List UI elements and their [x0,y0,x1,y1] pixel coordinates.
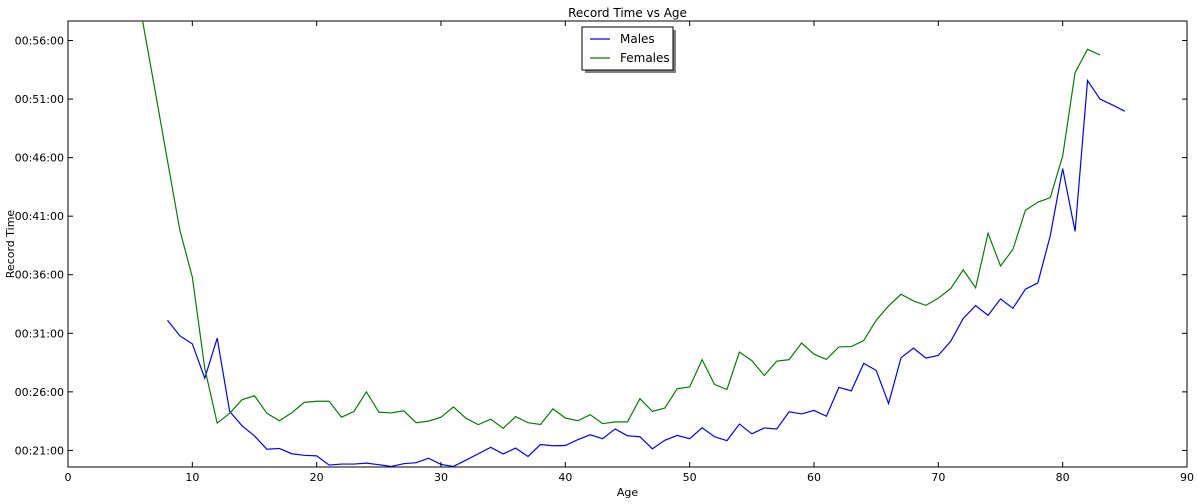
y-tick-label: 00:26:00 [15,386,64,399]
y-tick-label: 00:36:00 [15,269,64,282]
y-axis: 00:21:00 00:26:00 00:31:00 00:36:00 00:41:00… [15,35,1187,457]
x-tick-label: 70 [931,471,945,484]
x-tick-label: 60 [807,471,821,484]
x-tick-label: 30 [434,471,448,484]
y-tick-label: 00:46:00 [15,152,64,165]
legend-box [581,26,674,71]
legend-label-females: Females [620,51,670,65]
y-tick-label: 00:56:00 [15,35,64,48]
y-tick-label: 00:31:00 [15,327,64,340]
y-tick-label: 00:21:00 [15,444,64,457]
x-tick-label: 90 [1180,471,1194,484]
legend: Males Females [581,26,676,73]
series-line-males [167,78,1126,467]
series-line-females [142,21,1101,430]
series-layer [142,21,1126,467]
x-tick-label: 80 [1056,471,1070,484]
y-tick-label: 00:41:00 [15,210,64,223]
x-axis-label: Age [617,486,639,499]
x-tick-label: 50 [683,471,697,484]
x-tick-label: 40 [558,471,572,484]
x-axis: 0 10 20 30 40 50 60 70 80 90 [65,21,1194,484]
y-tick-label: 00:51:00 [15,93,64,106]
plot-area [67,20,1188,468]
legend-label-males: Males [620,32,655,46]
y-axis-label: Record Time [4,210,17,279]
chart-title: Record Time vs Age [568,6,687,20]
x-tick-label: 20 [310,471,324,484]
x-tick-label: 10 [185,471,199,484]
x-tick-label: 0 [65,471,72,484]
